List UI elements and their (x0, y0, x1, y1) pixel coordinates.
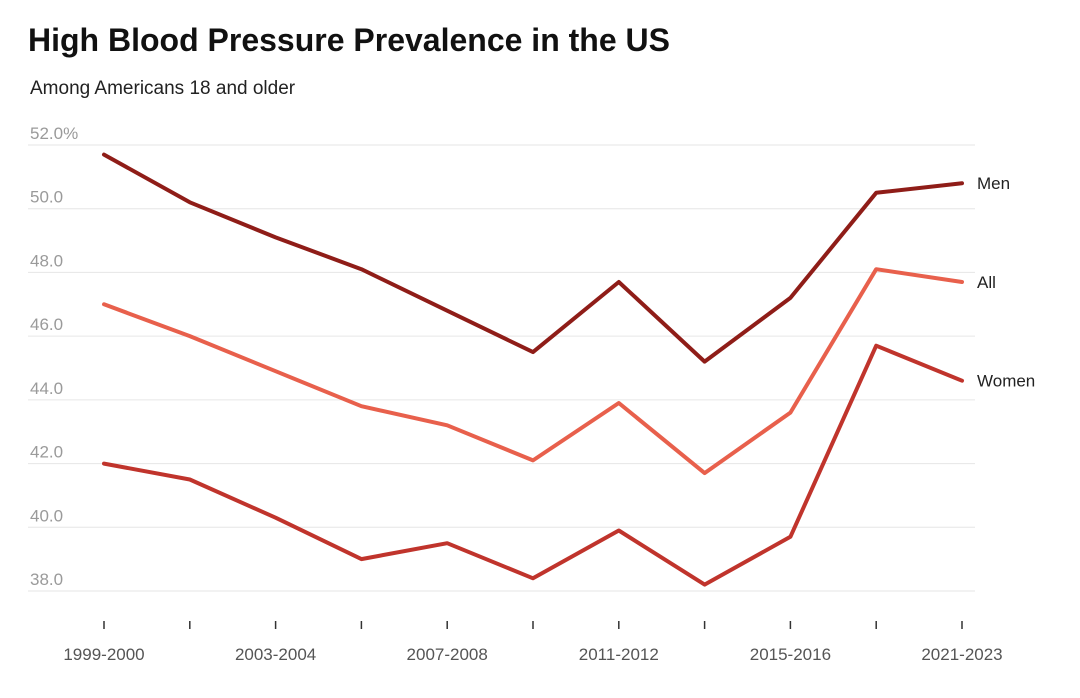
chart-title: High Blood Pressure Prevalence in the US (28, 22, 670, 58)
x-tick-label: 2015-2016 (750, 645, 831, 664)
y-tick-label: 42.0 (30, 443, 63, 462)
y-tick-label: 38.0 (30, 570, 63, 589)
y-tick-label: 48.0 (30, 251, 63, 270)
y-axis-ticks: 38.0 40.0 42.0 44.0 46.0 48.0 50.0 52.0% (30, 124, 78, 589)
x-tick-label: 2021-2023 (921, 645, 1002, 664)
chart-subtitle: Among Americans 18 and older (30, 78, 296, 99)
series-line-women (102, 343, 964, 587)
gridlines (28, 144, 975, 592)
y-tick-label: 52.0% (30, 124, 78, 143)
series-labels: Men All Women (977, 174, 1035, 391)
series-label-all: All (977, 273, 996, 292)
x-tick-label: 2003-2004 (235, 645, 316, 664)
x-tick-label: 1999-2000 (63, 645, 144, 664)
series-label-men: Men (977, 174, 1010, 193)
x-axis-ticks: 1999-2000 2003-2004 2007-2008 2011-2012 2015… (63, 621, 1003, 664)
series-label-women: Women (977, 372, 1035, 391)
y-tick-label: 50.0 (30, 188, 63, 207)
series-lines (102, 152, 964, 587)
y-tick-label: 40.0 (30, 506, 63, 525)
series-line-all (102, 267, 964, 476)
x-tick-label: 2011-2012 (579, 645, 659, 664)
y-tick-label: 44.0 (30, 379, 63, 398)
x-tick-label: 2007-2008 (407, 645, 488, 664)
y-tick-label: 46.0 (30, 315, 63, 334)
series-line-men (102, 152, 964, 364)
